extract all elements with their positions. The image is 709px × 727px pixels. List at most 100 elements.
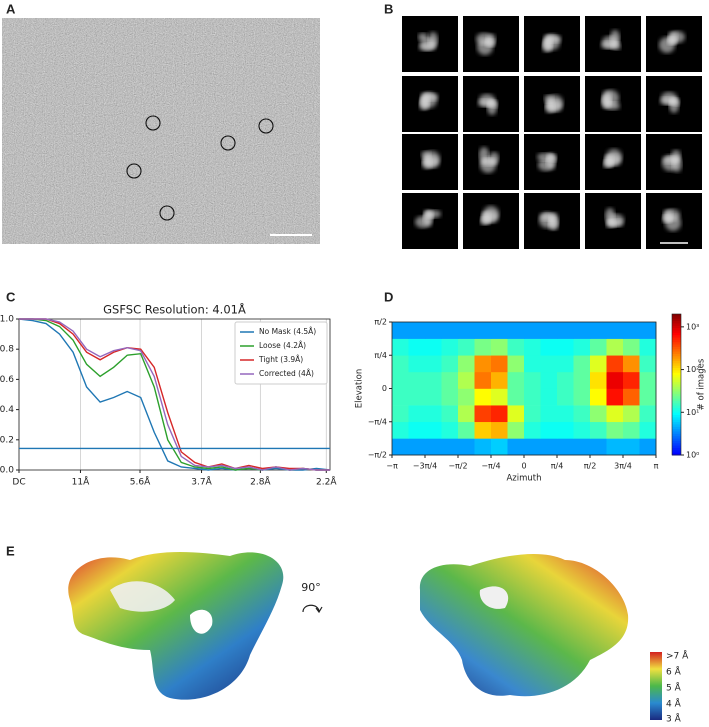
map-hole — [190, 609, 213, 634]
colorbar-tick-label: 10² — [686, 365, 699, 374]
heat-cell — [590, 338, 607, 356]
heat-cell — [392, 438, 409, 456]
colorbar-step — [672, 335, 681, 338]
heat-cell — [557, 388, 574, 406]
color-key-label: 4 Å — [666, 698, 682, 710]
heat-cell — [524, 388, 541, 406]
heat-cell — [557, 405, 574, 423]
heat-cell — [557, 322, 574, 339]
class-blob — [664, 209, 680, 221]
x-tick-label: 0 — [521, 462, 526, 471]
x-tick-label: 11Å — [72, 476, 90, 488]
heat-cell — [524, 438, 541, 456]
heat-cell — [507, 338, 525, 356]
heat-cell — [606, 371, 624, 389]
colorbar-step — [672, 410, 681, 414]
y-tick-label: 0.8 — [0, 345, 14, 355]
heat-cell — [590, 355, 607, 373]
heat-cell — [491, 371, 508, 389]
map-right — [419, 553, 629, 697]
colorbar-step — [672, 433, 681, 437]
panel-letter: B — [384, 1, 393, 16]
heat-cell — [639, 338, 657, 356]
class-grid — [402, 16, 702, 249]
colorbar-step — [672, 447, 681, 451]
color-key-bar — [650, 652, 662, 720]
heat-cell — [540, 421, 558, 439]
heat-cell — [573, 355, 591, 373]
x-tick-label: DC — [12, 478, 25, 488]
x-tick-label: π/2 — [584, 462, 597, 471]
colorbar-step — [672, 325, 681, 329]
y-tick-label: 0.2 — [0, 435, 14, 445]
micrograph-noise — [2, 18, 320, 244]
heat-cell — [507, 438, 525, 456]
class-blob — [419, 43, 435, 51]
colorbar-step — [672, 438, 681, 442]
legend-label: No Mask (4.5Å) — [259, 327, 316, 336]
heat-cell — [524, 421, 541, 439]
heat-cell — [606, 355, 624, 373]
density-map — [68, 552, 284, 700]
map-hole — [479, 586, 509, 609]
colorbar-step — [672, 337, 681, 341]
colorbar-step — [672, 351, 681, 355]
map-left — [68, 552, 284, 700]
colorbar-step — [672, 368, 681, 371]
colorbar-step — [672, 353, 681, 357]
heat-cell — [441, 438, 459, 456]
heat-cell — [458, 438, 475, 456]
class-blob — [660, 97, 676, 105]
panel-letter: D — [384, 289, 393, 304]
colorbar-step — [672, 314, 681, 317]
heat-cell — [606, 438, 624, 456]
class-blob — [605, 154, 621, 166]
colorbar-step — [672, 398, 681, 402]
heat-cell — [474, 388, 492, 406]
heat-cell — [623, 355, 640, 373]
heat-cell — [441, 405, 459, 423]
heat-cell — [573, 338, 591, 356]
heat-cell — [441, 421, 459, 439]
heat-cell — [392, 338, 409, 356]
heat-cell — [474, 338, 492, 356]
colorbar-step — [672, 415, 681, 418]
heat-cell — [425, 388, 442, 406]
micrograph — [2, 18, 320, 244]
class-blob — [539, 212, 555, 228]
heat-cell — [623, 371, 640, 389]
heat-cell — [474, 371, 492, 389]
heat-cell — [606, 322, 624, 339]
particle-circle — [159, 205, 175, 221]
x-tick-label: −π/4 — [481, 462, 500, 471]
colorbar-step — [672, 424, 681, 428]
class-blob — [546, 100, 562, 112]
colorbar-step — [672, 363, 681, 367]
rotation-label: 90° — [301, 581, 321, 594]
heat-cell — [573, 371, 591, 389]
colorbar-step — [672, 405, 681, 409]
class-blob — [425, 210, 441, 218]
colorbar-step — [672, 361, 681, 364]
colorbar-step — [672, 318, 681, 322]
x-tick-label: 2.8Å — [250, 476, 271, 488]
heat-cell — [623, 405, 640, 423]
heat-cell — [524, 322, 541, 339]
fsc-chart: GSFSC Resolution: 4.01Å DC 11Å 5.6Å 3.7Å 2.8Å… — [0, 302, 337, 488]
colorbar-tick-label: 10³ — [686, 322, 699, 331]
heat-cell — [639, 388, 657, 406]
y-tick-label: 0 — [382, 384, 387, 393]
heat-cell — [590, 371, 607, 389]
heat-cell — [507, 421, 525, 439]
heat-cell — [425, 338, 442, 356]
heat-cell — [408, 371, 426, 389]
x-axis-label: Azimuth — [506, 474, 541, 484]
class-blob — [423, 156, 439, 168]
heat-cell — [639, 421, 657, 439]
colorbar-step — [672, 445, 681, 449]
heat-cell — [573, 388, 591, 406]
x-tick-label: −π/2 — [448, 462, 467, 471]
x-tick-label: 3π/4 — [614, 462, 632, 471]
colorbar-step — [672, 440, 681, 444]
colorbar-step — [672, 370, 681, 374]
